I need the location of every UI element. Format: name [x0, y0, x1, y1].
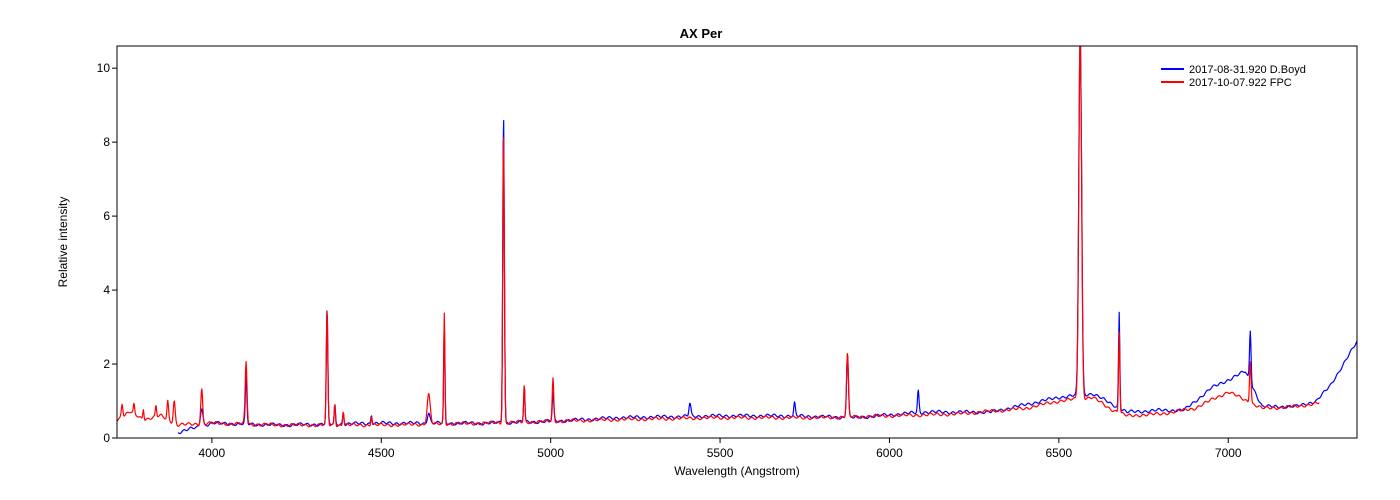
x-tick-label: 6000: [876, 446, 903, 460]
legend-entry: 2017-08-31.920 D.Boyd: [1189, 64, 1306, 76]
y-tick-label: 0: [103, 431, 110, 445]
x-tick-label: 6500: [1046, 446, 1073, 460]
y-axis-label: Relative intensity: [56, 197, 70, 288]
x-tick-label: 4500: [368, 446, 395, 460]
y-tick-label: 6: [103, 209, 110, 223]
y-tick-label: 4: [103, 283, 110, 297]
axis-layer: 4000 4500 5000 5500 6000 6500 7000 0 2 4 6 8 10: [97, 61, 1242, 460]
legend-entry: 2017-10-07.922 FPC: [1189, 77, 1292, 89]
y-tick-label: 10: [97, 61, 111, 75]
series-layer: [117, 46, 1357, 435]
series-line-2: [117, 46, 1320, 428]
x-axis-label: Wavelength (Angstrom): [674, 464, 800, 478]
x-tick-label: 5500: [707, 446, 734, 460]
x-tick-label: 5000: [537, 446, 564, 460]
x-tick-label: 4000: [199, 446, 226, 460]
y-tick-label: 2: [103, 357, 110, 371]
y-tick-label: 8: [103, 135, 110, 149]
plot-frame: [116, 45, 1358, 439]
x-tick-label: 7000: [1215, 446, 1242, 460]
chart-title: AX Per: [680, 26, 723, 41]
